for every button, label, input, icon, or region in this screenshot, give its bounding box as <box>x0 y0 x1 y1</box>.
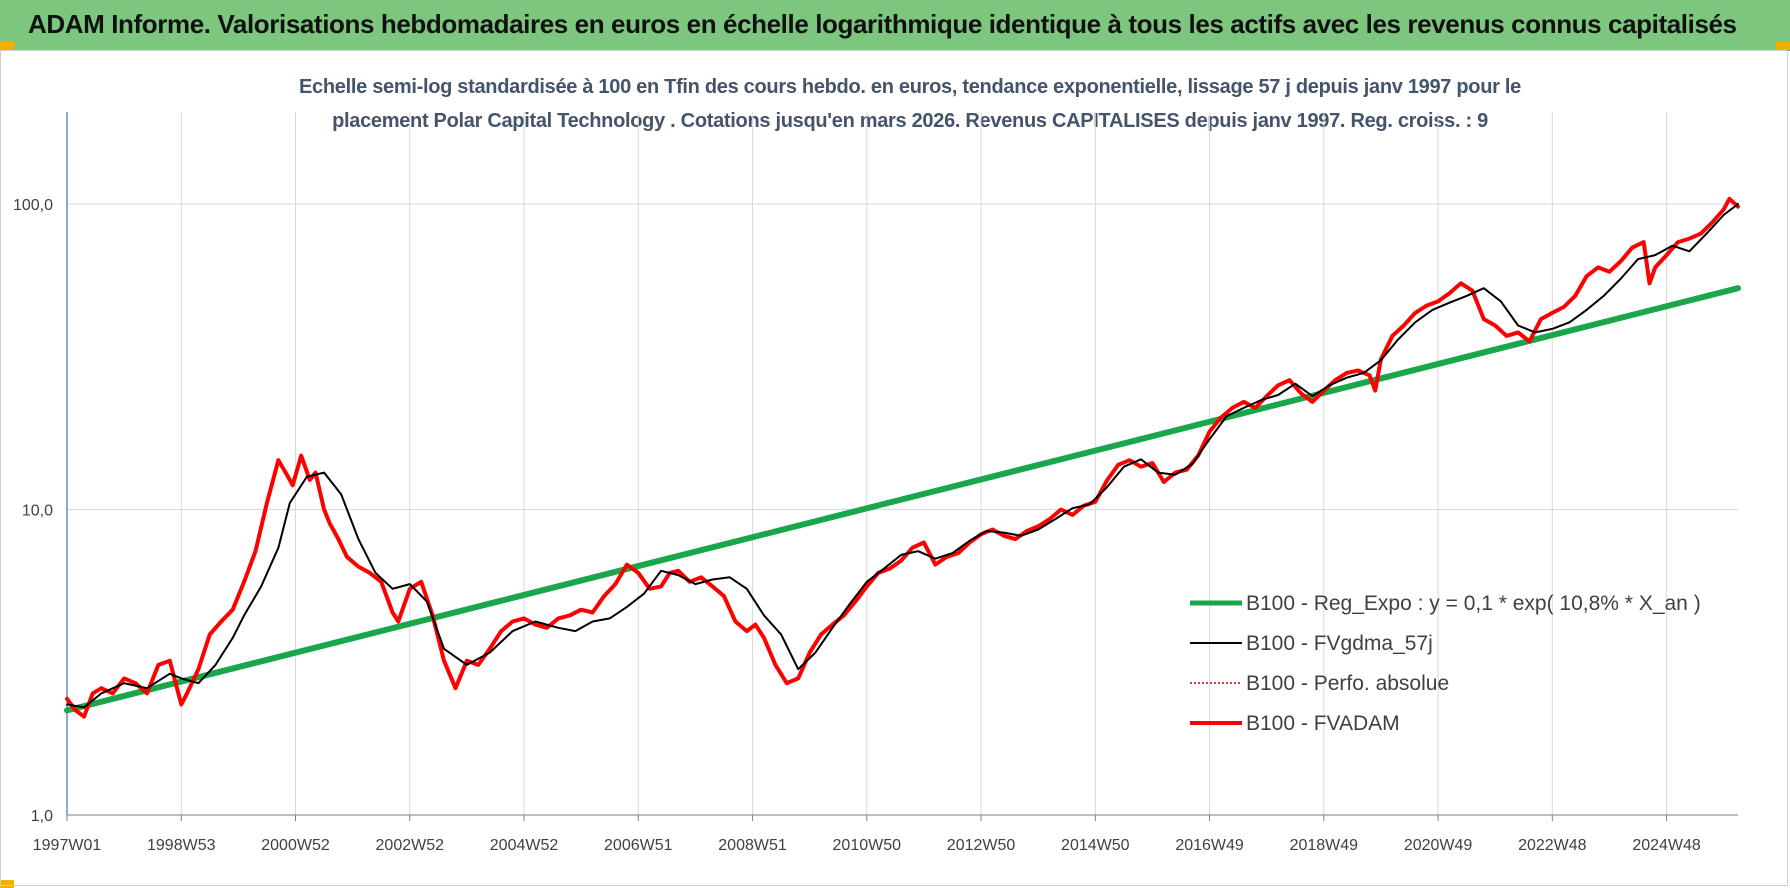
x-tick-label: 2000W52 <box>261 837 330 854</box>
chart-title-line1: Echelle semi-log standardisée à 100 en T… <box>299 76 1521 98</box>
y-tick-label: 100,0 <box>13 197 53 214</box>
x-tick-label: 2018W49 <box>1290 837 1359 854</box>
legend-label-perfo: B100 - Perfo. absolue <box>1246 672 1449 695</box>
x-tick-label: 2022W48 <box>1518 837 1587 854</box>
x-tick-label: 2016W49 <box>1175 837 1244 854</box>
x-tick-label: 2024W48 <box>1632 837 1701 854</box>
x-tick-label: 2008W51 <box>718 837 787 854</box>
chart-grid <box>66 112 1738 816</box>
chart-title-line2: placement Polar Capital Technology . Cot… <box>332 110 1488 132</box>
chart-frame <box>0 50 1788 886</box>
regression-line <box>64 285 1741 714</box>
corner-marker-left <box>0 42 14 50</box>
legend-label-regression: B100 - Reg_Expo : y = 0,1 * exp( 10,8% *… <box>1246 592 1701 615</box>
chart-legend: B100 - Reg_Expo : y = 0,1 * exp( 10,8% *… <box>1190 592 1701 735</box>
x-tick-label: 2020W49 <box>1404 837 1473 854</box>
corner-marker-right <box>1776 42 1790 50</box>
x-tick-label: 1998W53 <box>147 837 216 854</box>
y-tick-label: 1,0 <box>31 808 53 825</box>
legend-label-smoothed: B100 - FVgdma_57j <box>1246 632 1433 655</box>
chart-series <box>64 196 1741 719</box>
fvadam-line <box>65 196 1740 719</box>
chart-axes: 100,0 10,0 1,0 1997W01 1998W53 2000W52 2002W52… <box>13 112 1738 854</box>
x-tick-label: 2006W51 <box>604 837 673 854</box>
x-tick-label: 2004W52 <box>490 837 559 854</box>
x-tick-label: 2002W52 <box>376 837 445 854</box>
x-tick-label: 1997W01 <box>33 837 102 854</box>
corner-marker-bottom-left <box>0 880 14 888</box>
legend-label-fvadam: B100 - FVADAM <box>1246 712 1400 735</box>
x-tick-label: 2014W50 <box>1061 837 1130 854</box>
x-tick-label: 2010W50 <box>833 837 902 854</box>
x-tick-label: 2012W50 <box>947 837 1016 854</box>
smoothed-line <box>66 203 1739 709</box>
page-title: ADAM Informe. Valorisations hebdomadaire… <box>28 9 1737 39</box>
y-tick-label: 10,0 <box>22 502 53 519</box>
